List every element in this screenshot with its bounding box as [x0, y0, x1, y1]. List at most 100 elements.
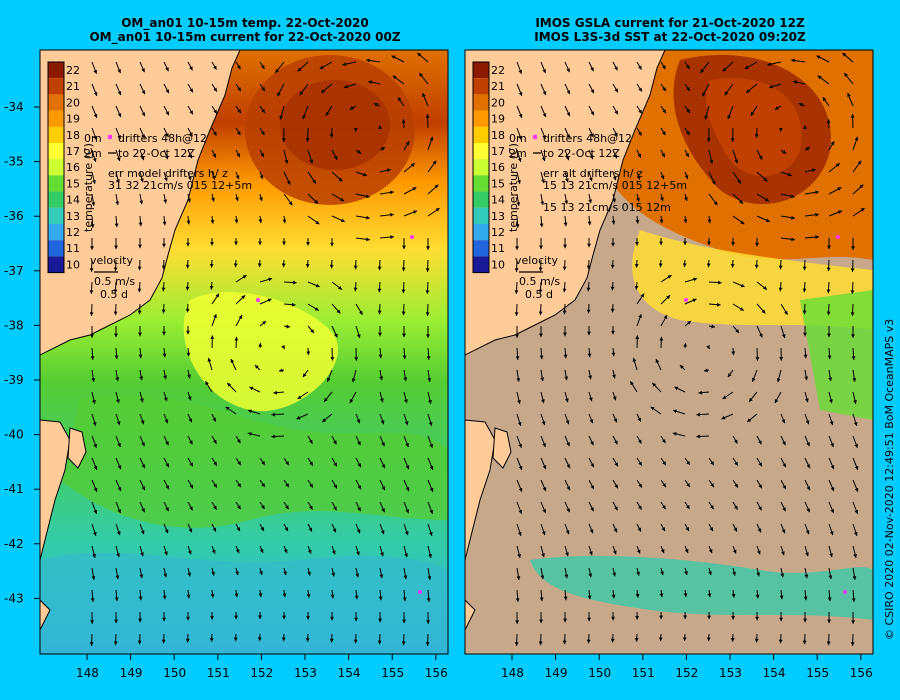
velocity-arrow-head [115, 575, 120, 580]
velocity-arrow-head [827, 333, 831, 338]
velocity-arrow-head [247, 409, 252, 414]
velocity-arrow-head [638, 314, 642, 319]
velocity-arrow-head [731, 351, 736, 356]
velocity-arrow-head [851, 620, 856, 624]
velocity-arrow-head [857, 160, 862, 165]
velocity-arrow-head [815, 190, 819, 195]
velocity-arrow-head [635, 616, 639, 620]
colorbar-swatch [473, 110, 489, 127]
velocity-arrow-head [638, 131, 642, 136]
velocity-arrow-head [566, 464, 571, 469]
velocity-arrow-head [331, 572, 336, 577]
velocity-arrow-head [282, 615, 286, 620]
velocity-arrow-head [381, 147, 386, 151]
velocity-arrow-head [781, 551, 785, 556]
velocity-arrow-head [734, 439, 738, 444]
lon-tick-label: 154 [338, 666, 361, 680]
velocity-arrow-head [663, 314, 668, 319]
velocity-arrow-head [359, 310, 363, 315]
velocity-arrow-head [326, 377, 331, 382]
velocity-arrow-head [212, 153, 216, 158]
right-colorbar: 22 21 20 19 18 17 16 15 14 13 12 11 10 [472, 61, 505, 274]
colorbar-tick-label: 10 [66, 258, 80, 271]
velocity-arrow-head [791, 58, 795, 63]
velocity-arrow-head [539, 619, 544, 624]
velocity-arrow-head [614, 88, 618, 93]
velocity-arrow-head [587, 617, 592, 622]
velocity-arrow-head [658, 637, 663, 642]
right-err-line1: err alt drifters h/ z [543, 167, 643, 180]
velocity-arrow-head [659, 593, 664, 598]
velocity-arrow-head [233, 263, 238, 268]
velocity-arrow-head [542, 135, 546, 140]
velocity-arrow-head [333, 506, 337, 511]
velocity-arrow-head [340, 197, 345, 202]
velocity-arrow-head [332, 550, 336, 555]
left-longitude-axis: 148 149 150 151 152 153 154 155 156 [76, 654, 448, 680]
velocity-arrow-head [566, 442, 570, 447]
velocity-arrow-head [386, 168, 391, 173]
velocity-arrow-head [781, 334, 786, 339]
velocity-arrow-head [164, 419, 169, 424]
velocity-arrow-head [305, 264, 310, 268]
velocity-arrow-head [638, 461, 642, 466]
velocity-arrow-head [310, 329, 315, 334]
velocity-arrow-head [514, 642, 519, 646]
velocity-arrow-head [564, 200, 569, 205]
velocity-arrow-head [542, 113, 547, 118]
velocity-arrow-head [236, 153, 240, 158]
velocity-arrow-head [141, 112, 146, 117]
velocity-arrow-head [661, 527, 665, 532]
velocity-arrow-head [93, 465, 98, 470]
velocity-arrow-head [92, 400, 96, 404]
velocity-arrow-head [782, 507, 786, 512]
colorbar-swatch [473, 126, 489, 143]
velocity-arrow-head [660, 197, 664, 202]
velocity-arrow-head [137, 640, 142, 645]
colorbar-swatch [473, 191, 489, 208]
velocity-arrow-head [804, 376, 809, 381]
velocity-arrow-head [164, 155, 169, 160]
velocity-arrow-head [542, 69, 546, 74]
velocity-arrow-head [754, 264, 759, 269]
velocity-arrow-head [185, 264, 190, 269]
velocity-arrow-head [590, 441, 594, 446]
velocity-arrow-head [614, 484, 618, 489]
colorbar-swatch [473, 256, 489, 273]
velocity-arrow-head [211, 571, 215, 576]
velocity-arrow-head [309, 461, 313, 466]
velocity-arrow-head [271, 412, 276, 417]
velocity-arrow-head [852, 576, 857, 580]
velocity-arrow-head [114, 333, 118, 338]
velocity-arrow-head [297, 67, 302, 72]
colorbar-swatch [473, 78, 489, 95]
velocity-arrow-head [139, 574, 144, 579]
velocity-arrow-head [261, 483, 265, 487]
velocity-arrow-head [587, 595, 592, 600]
velocity-arrow-head [727, 115, 732, 120]
colorbar-tick-label: 19 [66, 113, 80, 126]
velocity-arrow-head [659, 219, 664, 224]
velocity-arrow-head [566, 134, 570, 139]
velocity-arrow-head [237, 505, 241, 510]
velocity-arrow-head [636, 549, 641, 554]
velocity-arrow-head [737, 179, 741, 184]
velocity-arrow-head [402, 619, 407, 624]
velocity-arrow-head [161, 265, 166, 270]
velocity-arrow-head [830, 465, 835, 470]
velocity-arrow-head [397, 97, 402, 102]
velocity-arrow-head [141, 442, 145, 447]
velocity-arrow-head [93, 443, 97, 448]
velocity-arrow-head [237, 461, 241, 466]
velocity-arrow-head [686, 505, 690, 509]
velocity-arrow-head [373, 103, 378, 107]
velocity-arrow-head [612, 572, 617, 577]
velocity-arrow-head [706, 263, 711, 268]
left-cool-region [40, 552, 448, 654]
left-colorbar-label: temperature (C) [82, 143, 95, 232]
velocity-arrow-head [258, 615, 262, 619]
velocity-arrow-head [377, 266, 382, 271]
velocity-arrow-head [686, 483, 690, 487]
velocity-arrow-head [564, 574, 569, 579]
velocity-arrow-head [267, 298, 272, 303]
